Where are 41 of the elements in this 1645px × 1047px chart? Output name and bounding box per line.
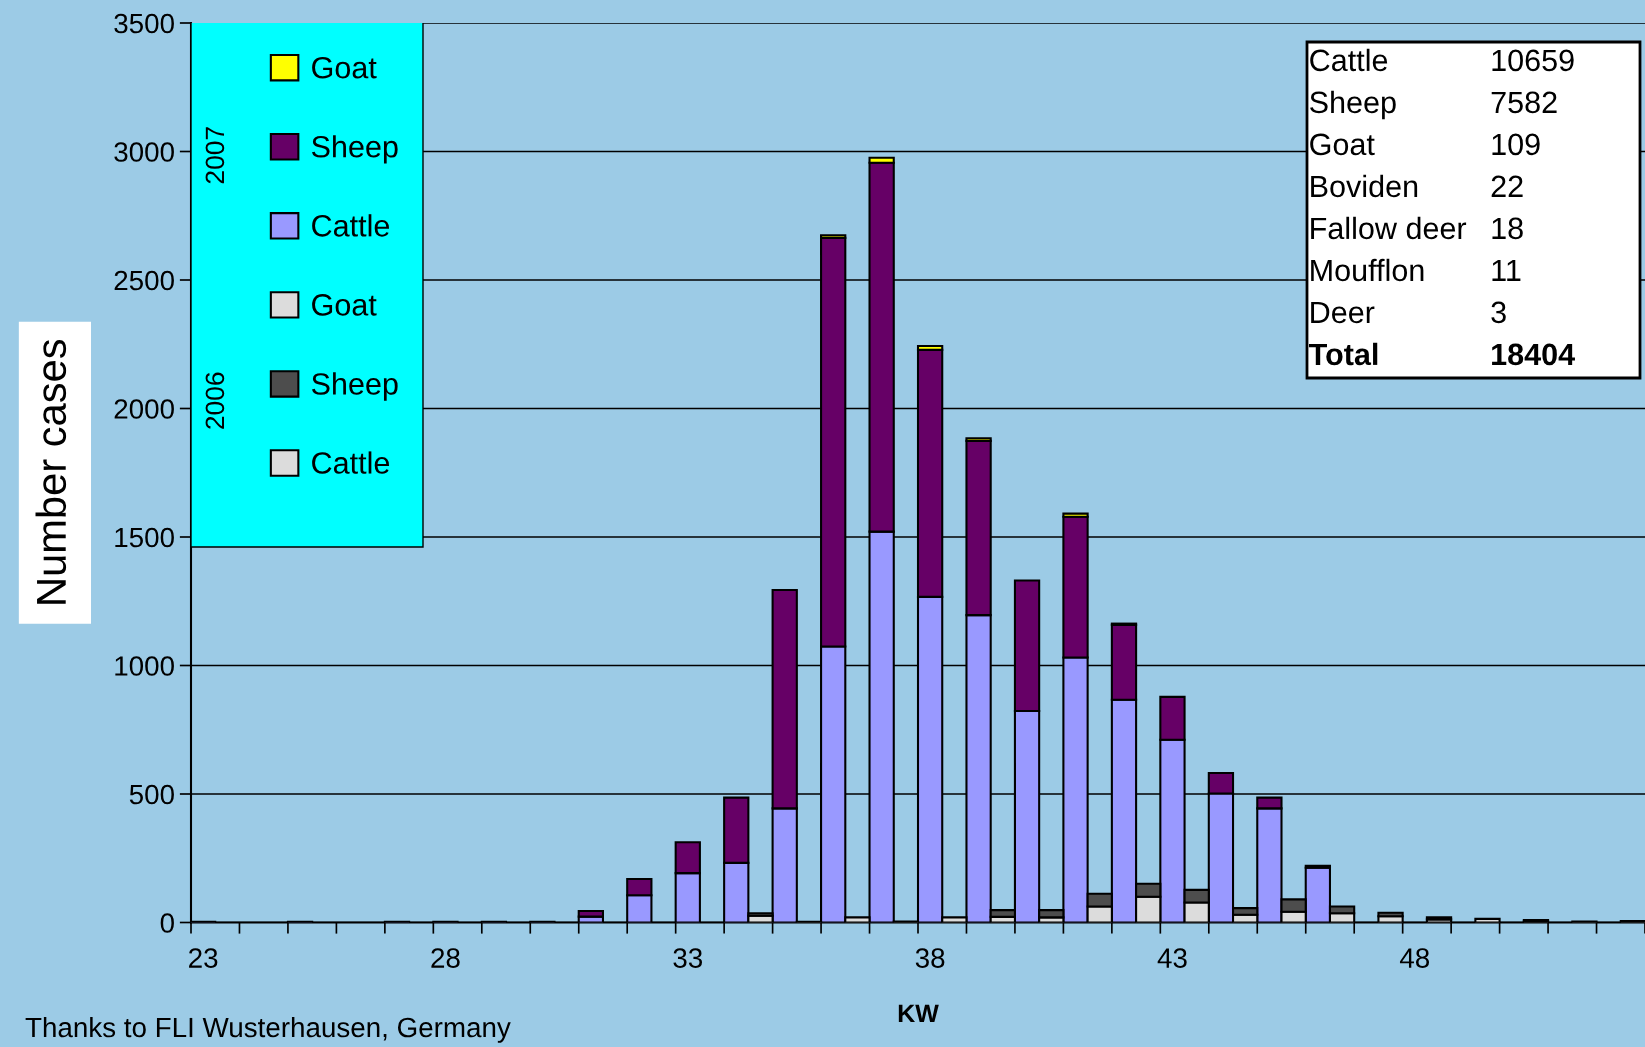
annotation: 2006 — [205, 372, 225, 429]
y-tick-label: 0 — [160, 913, 174, 933]
y-tick-label: 500 — [129, 784, 174, 805]
x-axis-title: KW — [898, 1004, 939, 1023]
data-label: 18404 — [1492, 343, 1575, 366]
category-label: Total — [1309, 342, 1378, 366]
y-tick-label: 1000 — [115, 656, 174, 676]
x-tick-label: 23 — [189, 948, 218, 968]
category-label: Goat — [1310, 133, 1375, 156]
category-label: Sheep — [1310, 90, 1396, 120]
y-tick-label: 2500 — [114, 270, 174, 291]
data-label: 18 — [1492, 217, 1523, 240]
x-tick-label: 33 — [673, 948, 703, 968]
legend-label: Cattle — [312, 214, 390, 237]
y-tick-label: 3000 — [114, 142, 174, 162]
data-label: 10659 — [1492, 49, 1574, 72]
x-tick-label: 38 — [915, 948, 945, 968]
y-tick-label: 3500 — [114, 13, 174, 34]
data-label: 7582 — [1491, 91, 1557, 114]
annotation: 2007 — [205, 127, 225, 184]
data-label: 109 — [1492, 133, 1540, 156]
x-tick-label: 28 — [431, 948, 460, 968]
legend-label: Goat — [312, 56, 377, 79]
legend-label: Cattle — [312, 451, 390, 474]
y-tick-label: 1500 — [115, 527, 174, 548]
category-label: Deer — [1311, 301, 1375, 324]
category-label: Moufflon — [1311, 258, 1424, 282]
data-label: 11 — [1492, 259, 1521, 281]
category-label: Fallow deer — [1311, 216, 1467, 240]
category-label: Cattle — [1310, 48, 1388, 72]
legend-label: Sheep — [311, 372, 398, 401]
legend-label: Sheep — [311, 135, 398, 164]
data-label: 3 — [1491, 301, 1506, 324]
category-label: Boviden — [1311, 174, 1418, 198]
x-tick-label: 43 — [1157, 948, 1187, 968]
x-tick-label: 48 — [1399, 948, 1430, 968]
text: Thanks to FLI Wusterhausen, Germany — [25, 1016, 511, 1043]
y-axis-title: Number cases — [35, 339, 67, 604]
data-label: 22 — [1491, 175, 1523, 197]
legend-label: Goat — [312, 294, 377, 316]
y-tick-label: 2000 — [114, 399, 174, 419]
